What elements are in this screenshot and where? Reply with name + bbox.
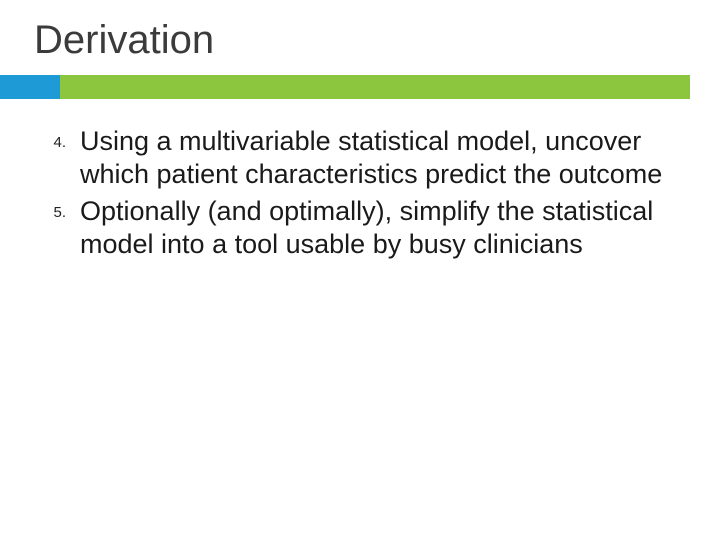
page-title: Derivation bbox=[0, 0, 720, 75]
accent-bar-left bbox=[0, 75, 60, 99]
ordered-list: 4. Using a multivariable statistical mod… bbox=[50, 125, 680, 261]
accent-bar bbox=[0, 75, 690, 99]
list-item-number: 5. bbox=[50, 195, 80, 221]
content-area: 4. Using a multivariable statistical mod… bbox=[0, 99, 720, 261]
list-item-text: Using a multivariable statistical model,… bbox=[80, 125, 680, 191]
list-item: 5. Optionally (and optimally), simplify … bbox=[50, 195, 680, 261]
list-item: 4. Using a multivariable statistical mod… bbox=[50, 125, 680, 191]
list-item-text: Optionally (and optimally), simplify the… bbox=[80, 195, 680, 261]
slide: Derivation 4. Using a multivariable stat… bbox=[0, 0, 720, 540]
accent-bar-right bbox=[60, 75, 690, 99]
list-item-number: 4. bbox=[50, 125, 80, 151]
